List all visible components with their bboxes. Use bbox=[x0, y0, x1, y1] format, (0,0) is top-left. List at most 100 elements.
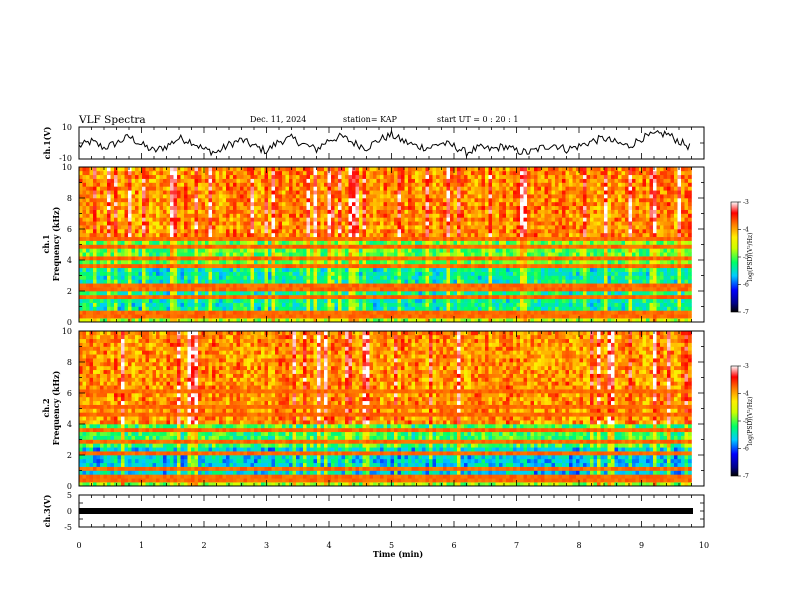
spectrogram-cell bbox=[586, 232, 591, 238]
spectrogram-cell bbox=[292, 318, 297, 323]
spectrogram-cell bbox=[243, 275, 248, 280]
spectrogram-cell bbox=[313, 314, 318, 319]
spectrogram-cell bbox=[299, 213, 304, 218]
spectrogram-cell bbox=[488, 314, 493, 319]
spectrogram-cell bbox=[320, 240, 325, 245]
spectrogram-cell bbox=[380, 314, 384, 319]
spectrogram-cell bbox=[79, 260, 83, 265]
spectrogram-cell bbox=[579, 302, 584, 307]
spectrogram-cell bbox=[359, 213, 363, 218]
spectrogram-cell bbox=[107, 217, 111, 222]
spectrogram-cell bbox=[404, 294, 409, 300]
spectrogram-cell bbox=[677, 275, 682, 280]
spectrogram-cell bbox=[149, 225, 153, 230]
spectrogram-cell bbox=[79, 291, 83, 296]
spectrogram-cell bbox=[558, 271, 563, 276]
spectrogram-cell bbox=[180, 232, 185, 238]
spectrogram-cell bbox=[614, 271, 619, 276]
spectrogram-cell bbox=[121, 236, 125, 241]
spectrogram-cell bbox=[194, 314, 199, 319]
spectrogram-cell bbox=[89, 232, 94, 238]
spectrogram-cell bbox=[170, 279, 174, 284]
spectrogram-cell bbox=[460, 294, 465, 300]
spectrogram-cell bbox=[604, 221, 608, 226]
spectrogram-cell bbox=[282, 240, 286, 245]
spectrogram-cell bbox=[387, 279, 391, 284]
spectrogram-cell bbox=[320, 221, 325, 226]
spectrogram-cell bbox=[226, 271, 230, 276]
spectrogram-cell bbox=[131, 283, 136, 288]
spectrogram-cell bbox=[159, 232, 164, 238]
spectrogram-cell bbox=[593, 267, 598, 272]
spectrogram-cell bbox=[593, 302, 598, 307]
spectrogram-cell bbox=[387, 225, 391, 230]
spectrogram-cell bbox=[310, 267, 314, 272]
spectrogram-cell bbox=[296, 252, 300, 257]
spectrogram-cell bbox=[586, 248, 591, 253]
spectrogram-cell bbox=[327, 271, 332, 276]
spectrogram-cell bbox=[401, 236, 405, 241]
spectrogram-cell bbox=[488, 240, 493, 245]
spectrogram-cell bbox=[411, 244, 416, 249]
spectrogram-cell bbox=[205, 248, 209, 253]
spectrogram-cell bbox=[646, 291, 650, 296]
spectrogram-cell bbox=[93, 306, 97, 311]
spectrogram-cell bbox=[551, 229, 556, 234]
spectrogram-cell bbox=[443, 283, 447, 288]
spectrogram-cell bbox=[383, 240, 388, 245]
spectrogram-cell bbox=[534, 271, 538, 276]
spectrogram-cell bbox=[128, 275, 132, 280]
spectrogram-cell bbox=[527, 298, 531, 303]
spectrogram-cell bbox=[614, 263, 619, 269]
spectrogram-cell bbox=[453, 310, 458, 315]
spectrogram-cell bbox=[383, 318, 388, 323]
spectrogram-cell bbox=[233, 232, 237, 238]
spectrogram-cell bbox=[142, 294, 146, 300]
spectrogram-cell bbox=[341, 260, 346, 265]
spectrogram-cell bbox=[285, 271, 290, 276]
spectrogram-cell bbox=[121, 229, 125, 234]
spectrogram-cell bbox=[653, 221, 657, 226]
spectrogram-cell bbox=[285, 260, 290, 265]
spectrogram-cell bbox=[366, 260, 370, 265]
spectrogram-cell bbox=[632, 271, 636, 276]
spectrogram-cell bbox=[184, 306, 188, 311]
spectrogram-cell bbox=[131, 298, 136, 303]
spectrogram-cell bbox=[226, 244, 230, 249]
spectrogram-cell bbox=[625, 298, 629, 303]
spectrogram-cell bbox=[544, 298, 549, 303]
spectrogram-cell bbox=[506, 248, 510, 253]
spectrogram-cell bbox=[551, 213, 556, 218]
spectrogram-cell bbox=[317, 252, 321, 257]
spectrogram-cell bbox=[341, 217, 346, 222]
spectrogram-cell bbox=[681, 225, 685, 230]
spectrogram-cell bbox=[278, 302, 283, 307]
spectrogram-cell bbox=[390, 271, 395, 276]
spectrogram-cell bbox=[453, 275, 458, 280]
spectrogram-cell bbox=[516, 263, 521, 269]
spectrogram-cell bbox=[467, 232, 472, 238]
spectrogram-cell bbox=[544, 267, 549, 272]
spectrogram-cell bbox=[520, 213, 524, 218]
spectrogram-cell bbox=[387, 263, 391, 269]
spectrogram-cell bbox=[159, 271, 164, 276]
spectrogram-cell bbox=[516, 252, 521, 257]
spectrogram-cell bbox=[254, 263, 258, 269]
spectrogram-cell bbox=[149, 294, 153, 300]
spectrogram-cell bbox=[485, 275, 489, 280]
spectrogram-cell bbox=[548, 248, 552, 253]
spectrogram-cell bbox=[198, 260, 202, 265]
spectrogram-cell bbox=[233, 298, 237, 303]
spectrogram-cell bbox=[478, 279, 482, 284]
spectrogram-cell bbox=[555, 240, 559, 245]
spectrogram-cell bbox=[128, 302, 132, 307]
spectrogram-cell bbox=[625, 271, 629, 276]
spectrogram-cell bbox=[688, 310, 692, 315]
spectrogram-cell bbox=[541, 236, 545, 241]
spectrogram-cell bbox=[460, 244, 465, 249]
spectrogram-cell bbox=[352, 240, 356, 245]
spectrogram-cell bbox=[352, 236, 356, 241]
spectrogram-cell bbox=[663, 217, 668, 222]
spectrogram-cell bbox=[684, 248, 689, 253]
spectrogram-cell bbox=[418, 271, 423, 276]
